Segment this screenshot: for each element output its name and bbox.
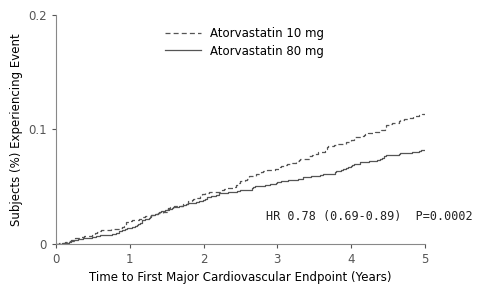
Legend: Atorvastatin 10 mg, Atorvastatin 80 mg: Atorvastatin 10 mg, Atorvastatin 80 mg [165, 28, 324, 58]
Text: HR 0.78 (0.69-0.89)  P=0.0002: HR 0.78 (0.69-0.89) P=0.0002 [266, 210, 472, 223]
Y-axis label: Subjects (%) Experiencing Event: Subjects (%) Experiencing Event [10, 33, 23, 225]
X-axis label: Time to First Major Cardiovascular Endpoint (Years): Time to First Major Cardiovascular Endpo… [89, 271, 391, 284]
